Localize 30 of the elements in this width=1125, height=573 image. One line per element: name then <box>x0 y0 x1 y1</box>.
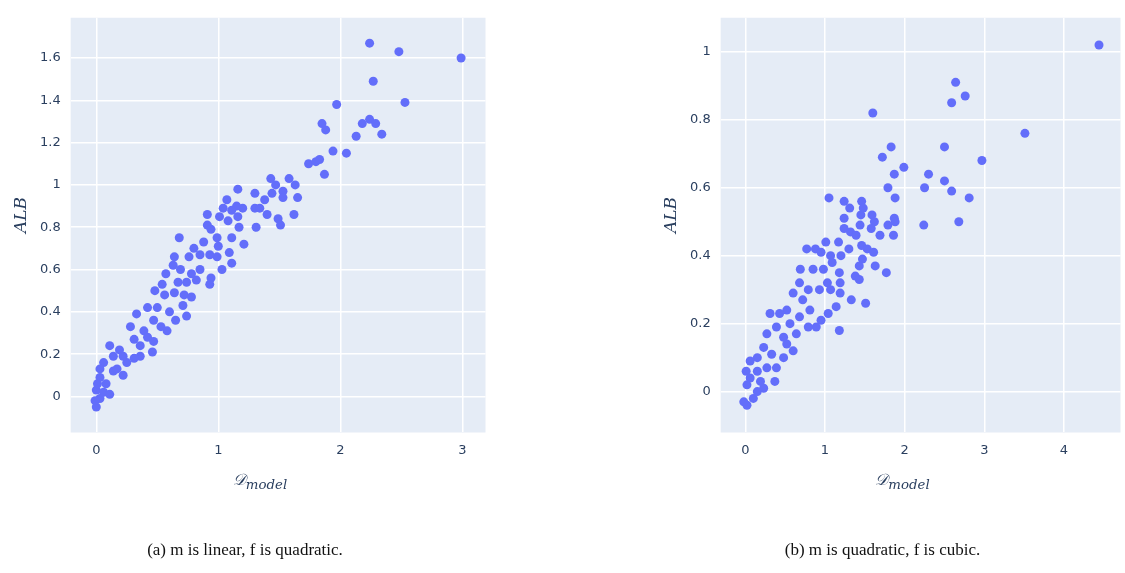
text: (a) m is linear, f is quadratic. <box>146 540 344 560</box>
x-tick-label: 1 <box>820 441 830 457</box>
y-tick-label: 0.4 <box>39 303 61 319</box>
y-tick-label: 0.8 <box>39 218 61 234</box>
y-tick-label: 0.2 <box>39 345 61 361</box>
y-tick-label: 0.4 <box>689 247 711 263</box>
y-tick-label: 0.2 <box>689 315 711 331</box>
y-tick-label: 1 <box>52 176 61 192</box>
y-tick-label: 1 <box>702 43 711 59</box>
x-tick-label: 3 <box>458 441 467 457</box>
y-tick-label: 1.6 <box>39 49 61 65</box>
x-axis-title: 𝒟$_{model}$ <box>231 470 289 493</box>
y-tick-label: 0.6 <box>689 179 711 195</box>
y-tick-label: 0 <box>52 387 61 403</box>
x-tick-label: 0 <box>92 441 101 457</box>
x-tick-label: 3 <box>980 441 989 457</box>
x-axis-title: 𝒟$_{model}$ <box>874 470 931 493</box>
x-tick-label: 2 <box>336 441 345 457</box>
x-tick-label: 2 <box>900 441 909 457</box>
x-tick-label: 1 <box>214 441 223 457</box>
x-tick-label: 4 <box>1059 441 1069 457</box>
text: (b) m is quadratic, f is cubic. <box>783 540 982 560</box>
y-tick-label: 1.2 <box>39 133 61 149</box>
y-tick-label: 0 <box>702 382 711 398</box>
y-tick-label: 0.8 <box>689 111 711 127</box>
y-axis-title: ALB <box>10 196 31 234</box>
y-axis-title: ALB <box>660 196 681 234</box>
x-tick-label: 0 <box>741 441 750 457</box>
y-tick-label: 0.6 <box>39 260 61 276</box>
y-tick-label: 1.4 <box>39 91 61 107</box>
